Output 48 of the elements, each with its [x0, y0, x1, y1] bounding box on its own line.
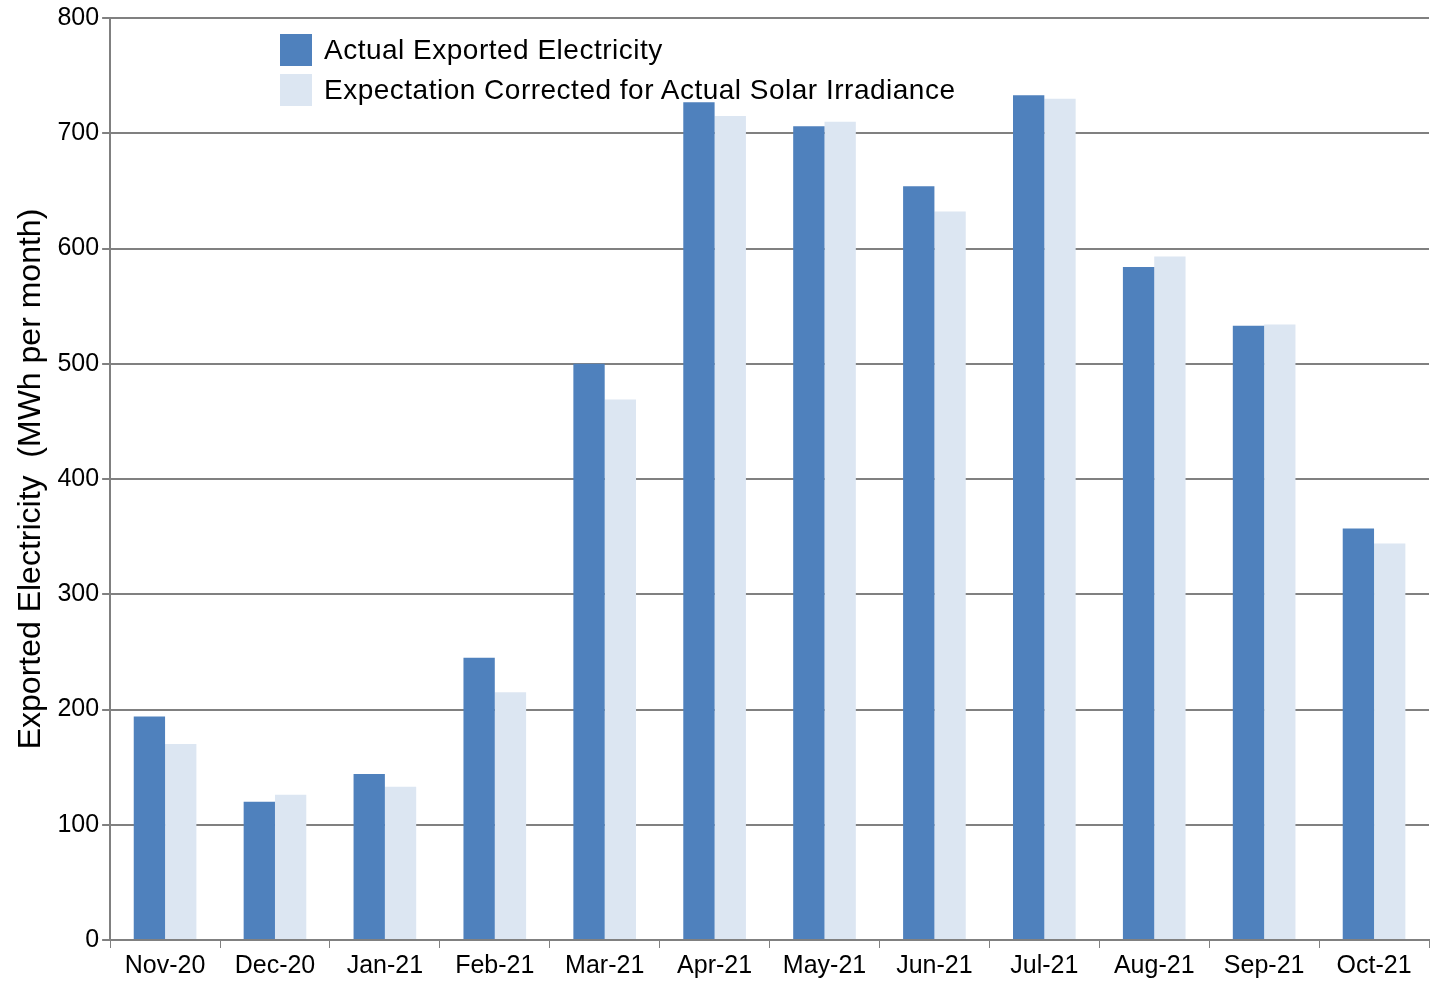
x-tick-label: Dec-20: [234, 949, 316, 978]
bar: [683, 102, 715, 939]
x-tick-label: Nov-20: [124, 949, 206, 978]
bar: [573, 363, 605, 939]
bar: [1122, 266, 1155, 939]
x-tick-label: Sep-21: [1223, 949, 1305, 978]
x-tick-label: Aug-21: [1113, 949, 1195, 978]
bar: [1232, 325, 1265, 939]
bar: [793, 126, 825, 939]
bar: [274, 794, 307, 939]
x-tick-label: Feb-21: [455, 949, 535, 978]
bar: [903, 186, 935, 939]
bar: [1044, 98, 1076, 939]
y-tick-label: 500: [57, 347, 100, 376]
legend-label: Actual Exported Electricity: [324, 34, 663, 66]
bar: [463, 657, 495, 939]
y-tick-label: 700: [57, 117, 100, 146]
x-tick-label: Oct-21: [1336, 949, 1412, 978]
bar: [494, 692, 527, 939]
x-tick-label: Jun-21: [896, 949, 973, 978]
bar: [714, 115, 746, 939]
y-tick-label: 200: [57, 693, 100, 722]
y-tick-label: 0: [85, 923, 100, 952]
y-tick-label: 600: [57, 232, 100, 261]
x-tick-label: May-21: [782, 949, 867, 978]
x-tick-label: Apr-21: [677, 949, 753, 978]
y-tick-label: 400: [57, 462, 100, 491]
y-tick-label: 100: [57, 808, 100, 837]
bar: [133, 716, 166, 939]
x-tick-label: Mar-21: [565, 949, 645, 978]
y-axis-title: Exported Electricity (MWh per month): [11, 208, 48, 750]
bar: [604, 399, 637, 939]
bar: [165, 744, 197, 939]
x-tick-label: Jan-21: [346, 949, 424, 978]
y-tick-label: 300: [57, 578, 100, 607]
bar: [1374, 543, 1406, 939]
bar: [1154, 256, 1186, 939]
bar: [243, 801, 275, 939]
bar: [1342, 528, 1375, 939]
bar: [934, 211, 966, 939]
bar: [1264, 324, 1296, 939]
legend-label: Expectation Corrected for Actual Solar Irradiance: [324, 74, 956, 106]
y-tick-label: 800: [57, 1, 100, 30]
x-tick-label: Jul-21: [1010, 949, 1079, 978]
bar: [384, 786, 417, 939]
bar: [353, 774, 385, 939]
bar: [824, 121, 856, 939]
bar: [1013, 95, 1045, 939]
